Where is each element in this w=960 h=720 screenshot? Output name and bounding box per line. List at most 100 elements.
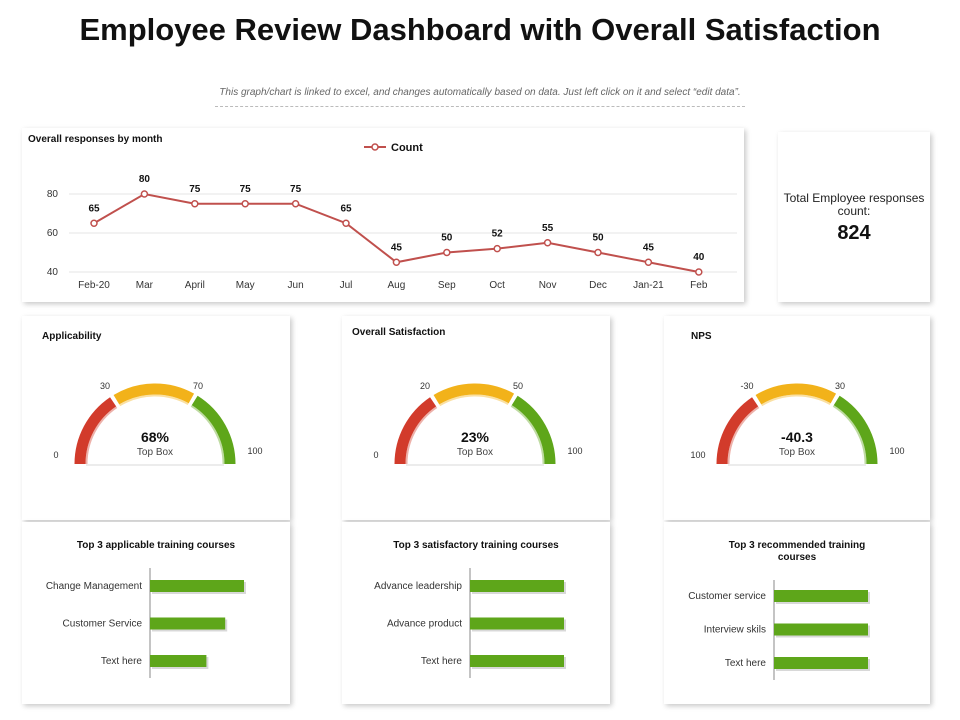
gauge-max-label: 100 xyxy=(889,446,904,456)
gauge-red-segment-highlight xyxy=(727,406,760,465)
count-data-point xyxy=(644,258,653,266)
gauge-yellow-segment-highlight xyxy=(761,394,831,407)
total-responses-card: Total Employee responses count: 824 xyxy=(778,132,930,302)
gauge-yellow-segment xyxy=(433,383,515,405)
count-data-label: 50 xyxy=(441,233,453,244)
count-data-point xyxy=(443,248,451,257)
x-tick-label: Jun xyxy=(288,280,304,291)
count-data-point xyxy=(493,244,501,253)
gauge-red-segment xyxy=(394,397,437,465)
bar-chart-title: Top 3 satisfactory training courses xyxy=(393,540,559,551)
count-data-point xyxy=(594,248,602,257)
count-data-label: 40 xyxy=(693,252,705,263)
count-data-label: 50 xyxy=(592,233,604,244)
count-data-point xyxy=(191,200,199,208)
gauge-green-segment-highlight xyxy=(832,405,867,465)
count-data-point xyxy=(342,219,350,227)
gauge-red-segment-highlight xyxy=(405,406,438,465)
bar-chart-title: courses xyxy=(778,552,817,563)
recommended-courses-card: Top 3 recommended training courses Custome… xyxy=(664,522,930,704)
course-label: Change Management xyxy=(46,581,142,592)
x-tick-label: May xyxy=(236,280,255,291)
gauge-sublabel: Top Box xyxy=(457,447,493,458)
gauge-red-segment-highlight xyxy=(85,406,118,465)
gauge-threshold-2-label: 70 xyxy=(193,381,203,391)
bar-chart-title: Top 3 applicable training courses xyxy=(77,540,236,551)
satisfactory-courses-card: Top 3 satisfactory training courses Advan… xyxy=(342,522,610,704)
applicability-gauge: 68% Top Box 0 30 70 100 xyxy=(53,381,263,466)
course-label: Text here xyxy=(421,656,463,667)
monthly-responses-card: Overall responses by month 40 60 80 Feb-20 M… xyxy=(22,128,744,302)
gauge-min-label: 0 xyxy=(373,450,378,460)
nps-card: NPS -40.3 Top Box 100 -30 30 100 xyxy=(664,316,930,520)
gauge-green-segment xyxy=(511,395,556,465)
applicability-title: Applicability xyxy=(42,331,102,342)
nps-title: NPS xyxy=(691,331,712,342)
course-bar xyxy=(774,590,868,602)
count-data-point xyxy=(695,268,703,276)
course-bar xyxy=(150,617,226,630)
count-data-point xyxy=(90,219,98,227)
page-title: Employee Review Dashboard with Overall S… xyxy=(79,12,881,47)
gauge-threshold-2-label: 30 xyxy=(835,381,845,391)
gauge-yellow-segment xyxy=(113,383,195,405)
x-tick-label: Sep xyxy=(438,280,456,291)
count-data-label: 45 xyxy=(391,242,403,253)
monthly-responses-title: Overall responses by month xyxy=(28,134,163,145)
gauge-max-label: 100 xyxy=(567,446,582,456)
count-data-label: 45 xyxy=(643,242,655,253)
gauge-green-segment-highlight xyxy=(510,405,545,465)
course-label: Interview skils xyxy=(704,625,766,636)
count-data-point xyxy=(543,239,552,247)
total-responses-label: Total Employee responses count: xyxy=(783,191,925,218)
course-bar xyxy=(470,617,564,630)
course-label: Advance leadership xyxy=(374,581,462,592)
page-subtitle: This graph/chart is linked to excel, and… xyxy=(219,87,741,98)
course-bar xyxy=(150,655,207,667)
count-data-label: 65 xyxy=(340,203,352,214)
overall-satisfaction-title: Overall Satisfaction xyxy=(352,327,446,338)
course-bar xyxy=(470,580,564,592)
overall-satisfaction-gauge: 23% Top Box 0 20 50 100 xyxy=(373,381,583,466)
course-bar xyxy=(774,657,868,669)
count-data-point xyxy=(140,190,149,198)
count-data-label: 75 xyxy=(290,184,302,195)
gauge-threshold-1-label: -30 xyxy=(740,381,753,391)
course-bar xyxy=(774,623,868,636)
course-label: Customer service xyxy=(688,591,766,602)
x-tick-label: Jul xyxy=(340,280,353,291)
gauge-sublabel: Top Box xyxy=(779,447,815,458)
gauge-sublabel: Top Box xyxy=(137,447,173,458)
course-label: Advance product xyxy=(387,619,462,630)
applicable-courses-chart: Top 3 applicable training courses Change … xyxy=(46,540,246,678)
total-responses-value: 824 xyxy=(837,222,871,244)
subtitle-divider xyxy=(215,106,745,107)
applicable-courses-card: Top 3 applicable training courses Change … xyxy=(22,522,290,704)
y-tick-label: 40 xyxy=(47,267,59,278)
monthly-responses-chart: 40 60 80 Feb-20 Mar April May Jun Jul Aug Sep Oct No… xyxy=(47,142,737,291)
legend-marker xyxy=(371,143,379,151)
count-data-label: 52 xyxy=(492,229,504,240)
gauge-green-segment xyxy=(833,395,878,465)
overall-satisfaction-card: Overall Satisfaction 23% Top Box 0 20 50 100 xyxy=(342,316,610,520)
count-data-label: 55 xyxy=(542,223,554,234)
x-tick-label: Nov xyxy=(539,280,557,291)
gauge-yellow-segment-highlight xyxy=(439,394,509,407)
course-bar xyxy=(470,655,564,667)
gauge-value: 68% xyxy=(141,429,170,445)
count-data-label: 80 xyxy=(139,174,151,185)
course-bar xyxy=(150,580,244,592)
x-tick-label: Aug xyxy=(388,280,406,291)
gauge-min-label: 0 xyxy=(53,450,58,460)
satisfactory-courses-chart: Top 3 satisfactory training courses Advan… xyxy=(374,540,566,678)
count-data-point xyxy=(241,200,249,208)
nps-gauge: -40.3 Top Box 100 -30 30 100 xyxy=(690,381,905,466)
gauge-max-label: 100 xyxy=(247,446,262,456)
gauge-threshold-2-label: 50 xyxy=(513,381,523,391)
x-tick-label: Feb-20 xyxy=(78,280,110,291)
gauge-threshold-1-label: 20 xyxy=(420,381,430,391)
gauge-value: 23% xyxy=(461,429,490,445)
gauge-green-segment-highlight xyxy=(190,405,225,465)
count-data-label: 65 xyxy=(88,203,100,214)
